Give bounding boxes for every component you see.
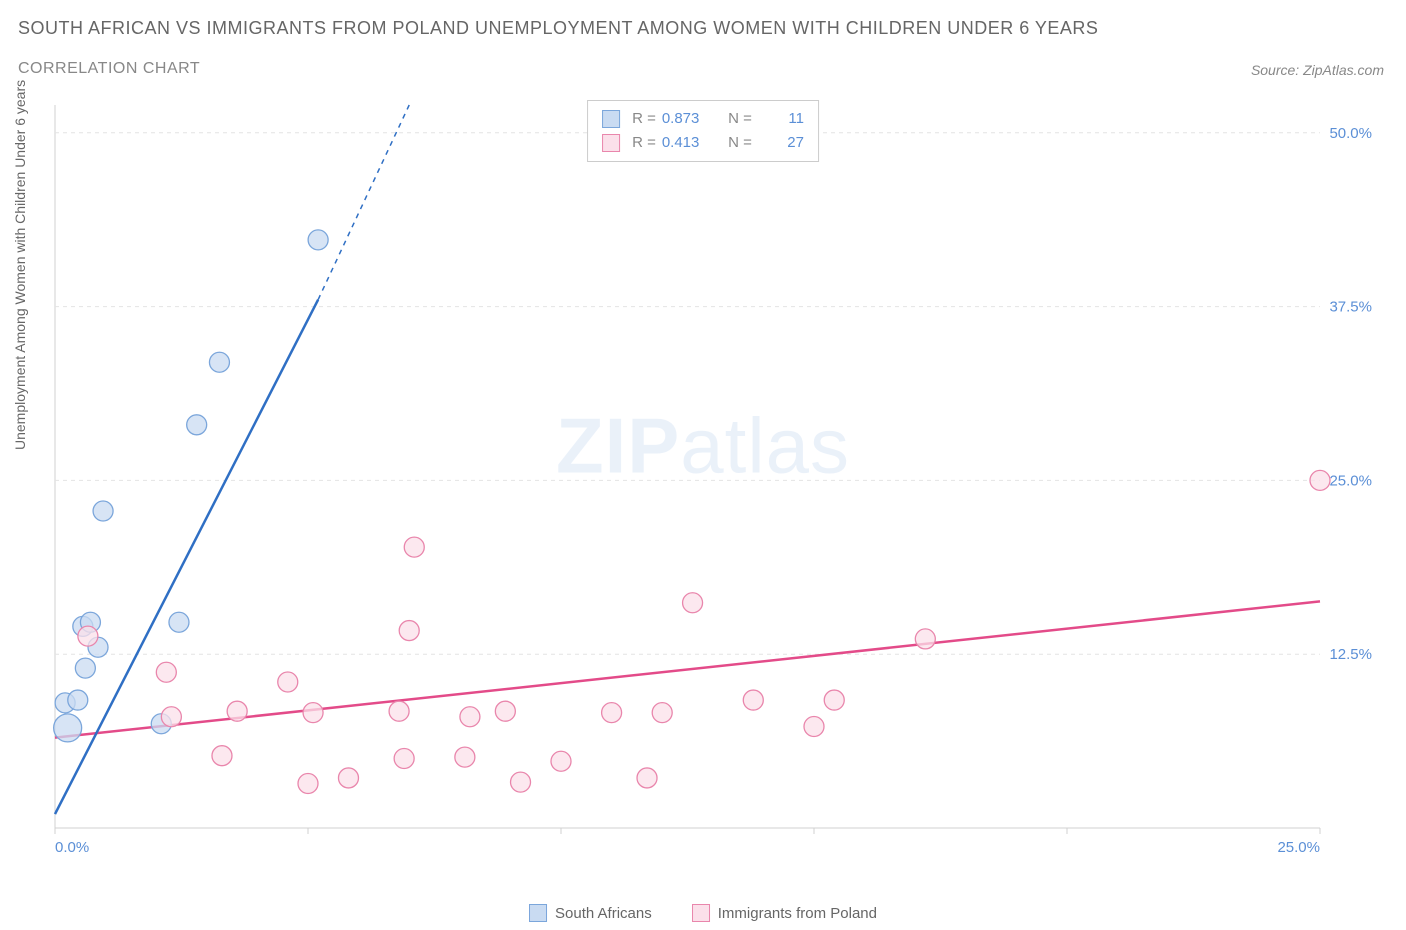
chart-subtitle: CORRELATION CHART bbox=[18, 60, 200, 78]
legend-label: Immigrants from Poland bbox=[718, 905, 877, 922]
legend-bottom: South Africans Immigrants from Poland bbox=[529, 904, 877, 922]
svg-text:37.5%: 37.5% bbox=[1329, 299, 1372, 316]
stats-label-n: N = bbox=[728, 131, 752, 155]
legend-item: Immigrants from Poland bbox=[692, 904, 877, 922]
chart-title: SOUTH AFRICAN VS IMMIGRANTS FROM POLAND … bbox=[18, 18, 1098, 39]
svg-text:0.0%: 0.0% bbox=[55, 839, 89, 856]
svg-text:12.5%: 12.5% bbox=[1329, 646, 1372, 663]
legend-item: South Africans bbox=[529, 904, 652, 922]
source-attribution: Source: ZipAtlas.com bbox=[1251, 62, 1384, 78]
series-swatch bbox=[602, 110, 620, 128]
y-axis-label: Unemployment Among Women with Children U… bbox=[12, 80, 28, 450]
series-swatch bbox=[602, 134, 620, 152]
svg-text:50.0%: 50.0% bbox=[1329, 125, 1372, 142]
stats-label-r: R = bbox=[632, 107, 656, 131]
legend-swatch bbox=[529, 904, 547, 922]
stats-row: R = 0.873 N = 11 bbox=[602, 107, 804, 131]
correlation-stats-box: R = 0.873 N = 11R = 0.413 N = 27 bbox=[587, 100, 819, 162]
stats-row: R = 0.413 N = 27 bbox=[602, 131, 804, 155]
legend-label: South Africans bbox=[555, 905, 652, 922]
svg-text:25.0%: 25.0% bbox=[1329, 472, 1372, 489]
chart-area: 12.5% 25.0% 37.5% 50.0% 0.0% 25.0% bbox=[50, 100, 1380, 860]
stats-label-n: N = bbox=[728, 107, 752, 131]
stats-value-r: 0.413 bbox=[662, 131, 708, 155]
legend-swatch bbox=[692, 904, 710, 922]
stats-value-n: 11 bbox=[758, 107, 804, 131]
stats-value-r: 0.873 bbox=[662, 107, 708, 131]
stats-label-r: R = bbox=[632, 131, 656, 155]
scatter-plot: 12.5% 25.0% 37.5% 50.0% 0.0% 25.0% bbox=[50, 100, 1380, 860]
stats-value-n: 27 bbox=[758, 131, 804, 155]
svg-text:25.0%: 25.0% bbox=[1277, 839, 1320, 856]
